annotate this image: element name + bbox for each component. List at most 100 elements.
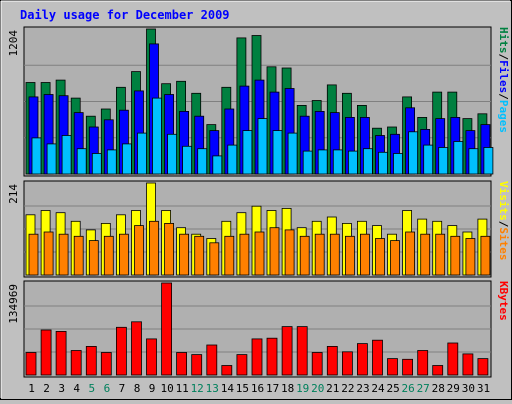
bar-sites-day-24 <box>375 238 385 276</box>
x-tick-label-13: 13 <box>206 382 219 395</box>
bar-pages-day-30 <box>468 148 479 175</box>
bar-sites-day-15 <box>239 233 250 276</box>
panel-max-label: 1204 <box>7 30 20 57</box>
bar-kbytes-day-18 <box>281 326 293 376</box>
bar-sites-day-28 <box>435 233 446 276</box>
bar-pages-day-8 <box>137 132 147 175</box>
bar-sites-day-31 <box>480 235 491 276</box>
bar-kbytes-day-17 <box>266 337 278 376</box>
x-tick-label-26: 26 <box>401 382 414 395</box>
bar-sites-day-11 <box>179 233 190 276</box>
bar-sites-day-30 <box>465 238 476 276</box>
bar-pages-day-5 <box>91 153 102 175</box>
bar-pages-day-15 <box>242 130 253 175</box>
x-tick-label-17: 17 <box>266 382 279 395</box>
bar-sites-day-10 <box>164 222 175 276</box>
bar-pages-day-6 <box>106 149 117 175</box>
bar-sites-day-23 <box>359 233 370 276</box>
bar-pages-day-19 <box>302 150 313 175</box>
x-tick-label-15: 15 <box>236 382 249 395</box>
bar-sites-day-13 <box>209 242 220 276</box>
bar-pages-day-21 <box>332 149 343 175</box>
bar-kbytes-day-27 <box>417 350 429 376</box>
bar-sites-day-21 <box>329 233 340 276</box>
bar-kbytes-day-6 <box>100 352 112 376</box>
legend-kbytes: KBytes <box>497 281 510 321</box>
bar-sites-day-29 <box>450 235 461 276</box>
x-tick-label-3: 3 <box>58 382 65 395</box>
legend-pages: Pages <box>497 100 510 133</box>
bar-sites-day-4 <box>73 235 84 276</box>
bar-kbytes-day-2 <box>40 329 52 376</box>
x-tick-label-30: 30 <box>462 382 475 395</box>
bar-pages-day-3 <box>61 135 72 175</box>
panel-legend-text: KBytes <box>497 281 510 321</box>
bar-pages-day-27 <box>423 144 434 175</box>
x-tick-label-22: 22 <box>341 382 354 395</box>
bar-pages-day-20 <box>317 149 328 175</box>
bar-pages-day-2 <box>46 143 57 175</box>
x-tick-label-20: 20 <box>311 382 324 395</box>
x-tick-label-12: 12 <box>191 382 204 395</box>
x-tick-label-28: 28 <box>432 382 445 395</box>
bar-pages-day-11 <box>182 145 193 175</box>
bar-pages-day-14 <box>227 144 238 175</box>
bar-pages-day-29 <box>453 141 464 175</box>
x-tick-label-23: 23 <box>356 382 369 395</box>
panel-legend-text: Hits/Files/Pages <box>497 27 510 133</box>
bar-pages-day-4 <box>76 148 87 175</box>
bar-sites-day-19 <box>299 235 310 276</box>
panel-max-label: 214 <box>7 184 20 204</box>
panel-max-label: 134969 <box>7 284 20 324</box>
bar-kbytes-day-24 <box>372 339 383 376</box>
bar-pages-day-12 <box>197 148 208 175</box>
legend-separator: / <box>497 221 510 228</box>
bar-kbytes-day-16 <box>251 338 263 376</box>
x-tick-label-6: 6 <box>104 382 111 395</box>
bar-sites-day-25 <box>390 240 400 276</box>
x-tick-label-16: 16 <box>251 382 264 395</box>
legend-hits: Hits <box>497 27 510 54</box>
x-tick-label-1: 1 <box>28 382 35 395</box>
bar-kbytes-day-10 <box>161 282 173 376</box>
bar-kbytes-day-7 <box>116 326 127 376</box>
bar-pages-day-10 <box>167 133 178 175</box>
bar-kbytes-day-12 <box>191 354 203 376</box>
bar-sites-day-1 <box>28 233 39 276</box>
bar-sites-day-8 <box>134 225 144 276</box>
bar-pages-day-28 <box>438 147 449 175</box>
x-tick-label-4: 4 <box>73 382 80 395</box>
x-axis-tick-labels: 1 2 3 4 5 6 7 8 9 10 11 12 13 14 15 16 17 18 19 20 21 22 23 24 2… <box>28 382 490 395</box>
bar-pages-day-17 <box>272 130 283 175</box>
x-tick-label-8: 8 <box>134 382 141 395</box>
bar-kbytes-day-5 <box>85 345 97 376</box>
bar-kbytes-day-29 <box>447 342 459 376</box>
x-tick-label-14: 14 <box>221 382 235 395</box>
bar-pages-day-23 <box>362 148 373 175</box>
panel-legend: Visits/Sites <box>497 181 510 261</box>
bar-kbytes-day-1 <box>25 352 37 376</box>
bar-sites-day-7 <box>119 233 129 276</box>
bar-kbytes-day-9 <box>146 338 157 376</box>
bar-kbytes-day-15 <box>236 354 248 376</box>
x-tick-label-2: 2 <box>43 382 50 395</box>
legend-visits: Visits <box>497 181 510 221</box>
bar-kbytes-day-25 <box>387 358 398 376</box>
panel-legend: KBytes <box>497 281 510 321</box>
bar-sites-day-27 <box>420 233 431 276</box>
bar-pages-day-25 <box>393 153 403 175</box>
legend-separator: / <box>497 93 510 100</box>
bar-kbytes-day-8 <box>131 321 142 376</box>
chart-title: Daily usage for December 2009 <box>20 8 230 22</box>
bar-sites-day-3 <box>58 233 69 276</box>
panel-legend-text: Visits/Sites <box>497 181 510 261</box>
bar-sites-day-20 <box>314 233 325 276</box>
bar-kbytes-day-20 <box>311 352 323 376</box>
x-tick-label-31: 31 <box>477 382 490 395</box>
bar-sites-day-17 <box>269 227 280 276</box>
bar-pages-day-26 <box>408 131 419 175</box>
bar-sites-day-9 <box>149 220 159 276</box>
x-tick-label-5: 5 <box>88 382 95 395</box>
bar-kbytes-day-14 <box>221 365 233 376</box>
